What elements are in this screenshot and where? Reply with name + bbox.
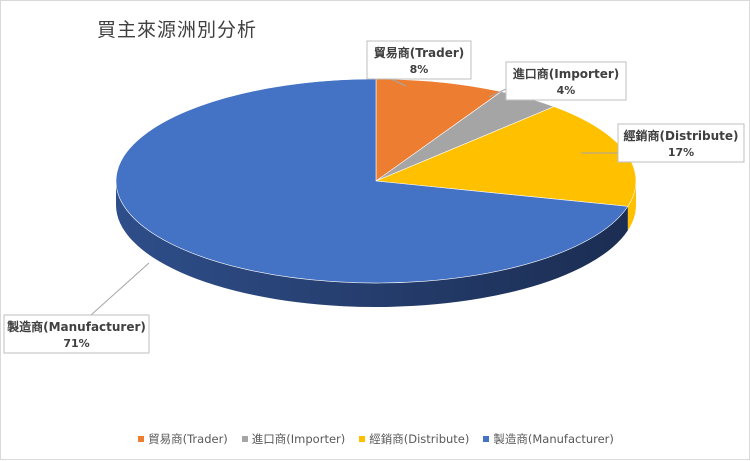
legend-item-3: 製造商(Manufacturer)	[483, 431, 614, 447]
data-label-value: 71%	[63, 337, 89, 350]
data-label-value: 4%	[557, 84, 576, 97]
data-label-category: 經銷商(Distribute)	[624, 128, 739, 143]
data-label-2: 經銷商(Distribute) 17%	[617, 123, 745, 163]
pie-side-3	[116, 181, 628, 307]
data-label-category: 進口商(Importer)	[513, 66, 619, 81]
legend-item-0: 貿易商(Trader)	[138, 431, 228, 447]
data-label-box	[617, 123, 745, 163]
data-label-box	[505, 61, 627, 101]
leader-line-3	[90, 262, 150, 316]
leader-line-0	[390, 78, 407, 87]
data-label-box	[3, 314, 150, 354]
legend-label: 進口商(Importer)	[251, 432, 346, 446]
legend-label: 貿易商(Trader)	[148, 432, 228, 446]
legend-swatch	[359, 436, 366, 442]
legend: 貿易商(Trader) 進口商(Importer) 經銷商(Distribute) 製…	[1, 431, 750, 447]
data-label-0: 貿易商(Trader) 8%	[366, 40, 472, 80]
data-label-value: 8%	[410, 63, 429, 76]
legend-swatch	[483, 436, 490, 442]
data-label-box	[366, 40, 472, 80]
data-label-value: 17%	[668, 146, 694, 159]
data-label-category: 製造商(Manufacturer)	[6, 319, 146, 334]
data-label-category: 貿易商(Trader)	[374, 45, 465, 60]
pie-slice-3	[115, 78, 629, 284]
leader-line-1	[488, 88, 507, 98]
data-label-3: 製造商(Manufacturer) 71%	[3, 314, 150, 354]
chart-title: 買主來源洲別分析	[97, 19, 258, 41]
legend-swatch	[138, 436, 145, 442]
legend-swatch	[241, 436, 248, 442]
data-label-1: 進口商(Importer) 4%	[505, 61, 627, 101]
legend-item-2: 經銷商(Distribute)	[359, 431, 469, 447]
legend-item-1: 進口商(Importer)	[241, 431, 346, 447]
legend-label: 經銷商(Distribute)	[369, 432, 470, 446]
legend-label: 製造商(Manufacturer)	[493, 432, 614, 446]
pie-side-2	[627, 181, 636, 231]
